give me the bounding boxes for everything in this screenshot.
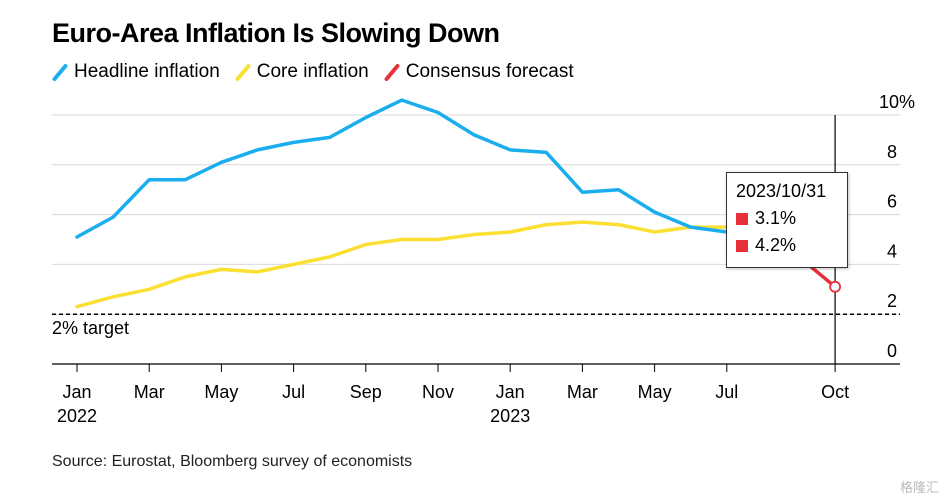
tooltip-date: 2023/10/31 [736, 181, 827, 201]
chart-tooltip: 2023/10/31 3.1% 4.2% [726, 172, 848, 268]
x-tick-label-6: Jan [496, 382, 525, 402]
forecast-point [829, 280, 841, 293]
x-tick-year-6: 2023 [490, 406, 530, 426]
x-tick-label-5: Nov [422, 382, 454, 402]
y-tick-label-0: 0 [887, 341, 897, 361]
y-tick-label-2: 2 [887, 291, 897, 311]
legend-item-forecast: Consensus forecast [383, 61, 574, 83]
tooltip-swatch-2 [736, 239, 748, 252]
legend-item-core: Core inflation [234, 61, 369, 83]
x-tick-label-8: May [638, 382, 672, 402]
core-line [75, 220, 837, 309]
x-tick-label-3: Jul [282, 382, 305, 402]
legend-item-headline: Headline inflation [51, 61, 220, 83]
tooltip-value-2: 4.2% [755, 235, 797, 255]
x-tick-label-4: Sep [350, 382, 382, 402]
x-tick-label-0: Jan [62, 382, 91, 402]
x-tick-label-7: Mar [567, 382, 598, 402]
y-tick-label-8: 8 [887, 142, 897, 162]
legend-label-core: Core inflation [256, 61, 369, 82]
tooltip-row-2: 4.2% [736, 235, 847, 256]
watermark: 格隆汇 [899, 480, 939, 495]
x-tick-label-1: Mar [134, 382, 165, 402]
tooltip-value-1: 3.1% [755, 208, 797, 228]
chart-source: Source: Eurostat, Bloomberg survey of ec… [52, 453, 413, 470]
y-tick-label-4: 4 [887, 241, 897, 261]
headline-line [75, 98, 801, 259]
x-tick-label-2: May [204, 382, 238, 402]
y-tick-label-10: 10% [879, 92, 915, 112]
x-tick-year-0: 2022 [57, 406, 97, 426]
legend-label-forecast: Consensus forecast [405, 61, 574, 82]
x-tick-label-10: Oct [821, 382, 849, 402]
tooltip-swatch-1 [736, 212, 748, 225]
y-tick-label-6: 6 [887, 192, 897, 212]
chart-title: Euro-Area Inflation Is Slowing Down [52, 18, 500, 48]
target-label: 2% target [52, 318, 129, 338]
legend-label-headline: Headline inflation [74, 61, 220, 82]
tooltip-row-1: 3.1% [736, 208, 847, 229]
x-tick-label-9: Jul [715, 382, 738, 402]
legend: Headline inflation Core inflation Consen… [51, 60, 589, 84]
